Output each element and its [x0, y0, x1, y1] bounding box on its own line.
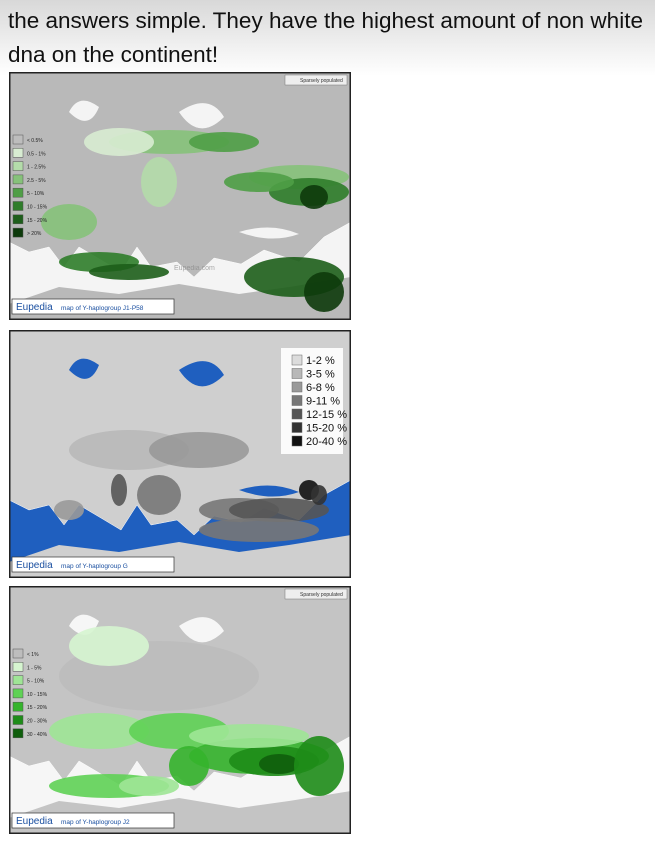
map-region: [111, 474, 127, 506]
legend-label: 9-11 %: [306, 396, 340, 408]
caption: map of Y-haplogroup G: [61, 563, 128, 570]
legend-label: 10 - 15%: [27, 205, 48, 211]
legend-label: 15 - 20%: [27, 218, 48, 224]
legend-label: 12-15 %: [306, 409, 347, 421]
legend-label: 5 - 10%: [27, 679, 45, 685]
map-region: [141, 157, 177, 207]
map-border: [9, 330, 351, 578]
legend-label: 30 - 40%: [27, 732, 48, 738]
map-region: [54, 500, 84, 520]
map-region: [149, 432, 249, 468]
legend-swatch: [291, 422, 303, 433]
map-region: [304, 272, 344, 312]
legend-label: 15 - 20%: [27, 705, 48, 711]
legend-swatch: [12, 227, 24, 238]
legend-label: 1 - 5%: [27, 665, 42, 671]
legend-swatch: [12, 161, 24, 171]
map-region: [89, 264, 169, 280]
caption-brand: Eupedia: [16, 816, 53, 827]
legend-swatch: [12, 688, 24, 699]
note: Sparsely populated: [300, 592, 343, 598]
post-header: [0, 0, 655, 76]
map-region: [189, 132, 259, 152]
legend-swatch: [12, 648, 24, 659]
map-region: [224, 172, 294, 192]
map-region: [49, 713, 149, 749]
caption-brand: Eupedia: [16, 302, 53, 313]
legend-label: < 1%: [27, 652, 39, 658]
map-border: [9, 586, 351, 834]
legend-swatch: [291, 354, 303, 366]
map: < 0.5% 0.5 - 1% 1 - 2.5% 2.5 - 5% 5 - 10% 10 …: [9, 72, 351, 320]
legend-swatch: [12, 662, 24, 672]
legend-label: < 0.5%: [27, 138, 43, 144]
legend-swatch: [291, 381, 303, 393]
legend-label: 15-20 %: [306, 423, 347, 435]
note-box: [284, 588, 348, 600]
legend-swatch: [12, 201, 24, 211]
legend-swatch: [291, 368, 303, 379]
legend-swatch: [12, 214, 24, 225]
caption-box: [11, 298, 175, 315]
map-region: [259, 754, 299, 774]
legend-swatch: [291, 408, 303, 420]
caption-brand: Eupedia: [16, 560, 53, 571]
legend-label: 6-8 %: [306, 382, 335, 394]
map: < 1% 1 - 5% 5 - 10% 10 - 15% 15 - 20% 20 - 30…: [9, 586, 351, 834]
legend-label: 5 - 10%: [27, 191, 45, 197]
caption-box: [11, 556, 175, 573]
legend-swatch: [12, 728, 24, 739]
legend-swatch: [12, 701, 24, 712]
legend-label: 20 - 30%: [27, 719, 48, 725]
map-border: [9, 72, 351, 320]
legend-swatch: [12, 148, 24, 158]
caption: map of Y-haplogroup J1-P58: [61, 305, 144, 312]
map-region: [69, 626, 149, 666]
legend-label: 1-2 %: [306, 355, 335, 367]
legend-swatch: [12, 187, 24, 198]
post-text: the answers simple. They have the highes…: [8, 8, 643, 67]
map-region: [137, 475, 181, 515]
note: Sparsely populated: [300, 78, 343, 84]
map-region: [41, 204, 97, 240]
legend-swatch: [12, 174, 24, 185]
legend-label: 1 - 2.5%: [27, 165, 46, 171]
map-region: [229, 498, 329, 522]
note-box: [284, 74, 348, 86]
map-region: [294, 736, 344, 796]
legend-label: 0.5 - 1%: [27, 151, 46, 157]
legend-box: [281, 348, 343, 454]
map-region: [199, 518, 319, 542]
legend-label: 20-40 %: [306, 436, 347, 448]
legend-swatch: [291, 435, 303, 447]
legend-label: 2.5 - 5%: [27, 178, 46, 184]
legend-label: > 20%: [27, 231, 42, 237]
legend-swatch: [12, 134, 24, 145]
caption: map of Y-haplogroup J2: [61, 819, 130, 826]
legend-swatch: [12, 715, 24, 725]
map-region: [189, 724, 309, 748]
map-region: [119, 776, 179, 796]
legend-swatch: [12, 675, 24, 685]
legend-swatch: [291, 395, 303, 406]
legend-label: 10 - 15%: [27, 692, 48, 698]
caption-box: [11, 812, 175, 829]
map-region: [300, 185, 328, 209]
sea: [69, 100, 299, 239]
map: 1-2 % 3-5 %6-8 % 9-11 %12-15 % 15-20 %20-40…: [9, 330, 351, 578]
sea: [69, 358, 299, 497]
legend-label: 3-5 %: [306, 369, 335, 381]
map-region: [84, 128, 154, 156]
map-region: [311, 485, 327, 505]
watermark: Eupedia.com: [174, 265, 215, 272]
